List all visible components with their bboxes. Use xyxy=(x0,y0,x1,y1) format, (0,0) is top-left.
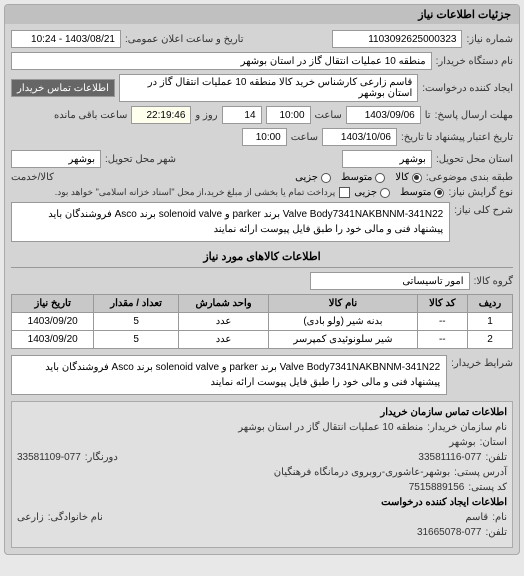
table-header: واحد شمارش xyxy=(178,295,268,313)
request-number-label: شماره نیاز: xyxy=(466,34,513,45)
table-cell: 5 xyxy=(94,331,179,349)
table-header: نام کالا xyxy=(269,295,417,313)
buyer-conditions-label: شرایط خریدار: xyxy=(451,355,513,369)
deadline-remaining: 22:19:46 xyxy=(131,106,191,124)
deadline-send-label: مهلت ارسال پاسخ: xyxy=(435,110,513,121)
requester-label: ایجاد کننده درخواست: xyxy=(422,83,513,94)
buyer-device-value: منطقه 10 عملیات انتقال گاز در استان بوشه… xyxy=(11,52,432,70)
table-cell: عدد xyxy=(178,331,268,349)
table-header: تاریخ نیاز xyxy=(12,295,94,313)
radio-medium[interactable]: متوسط xyxy=(341,172,385,183)
buyer-contact-button[interactable]: اطلاعات تماس خریدار xyxy=(11,79,115,97)
org-fax-value: 33581109-077 xyxy=(17,452,81,463)
creator-family-label: نام خانوادگی: xyxy=(48,512,103,523)
creator-name-value: قاسم xyxy=(465,512,488,523)
org-name-value: منطقه 10 عملیات انتقال گاز در استان بوشه… xyxy=(238,422,423,433)
class-sub-label: کالا/خدمت xyxy=(11,172,54,183)
creator-name-label: نام: xyxy=(492,512,507,523)
treasury-checkbox[interactable] xyxy=(339,187,350,198)
org-postal-label: کد پستی: xyxy=(468,482,507,493)
deadline-time-label: ساعت xyxy=(315,110,342,121)
creator-phone-label: تلفن: xyxy=(485,527,507,538)
creator-section-title: اطلاعات ایجاد کننده درخواست xyxy=(17,497,507,508)
org-phone-label: تلفن: xyxy=(485,452,507,463)
table-cell: 5 xyxy=(94,313,179,331)
goods-group-label: گروه کالا: xyxy=(474,276,513,287)
class-type-radios: کالا متوسط جزیی xyxy=(295,172,422,183)
org-province-label: استان: xyxy=(480,437,507,448)
table-cell: 1403/09/20 xyxy=(12,313,94,331)
radio-bt-medium[interactable]: متوسط xyxy=(400,187,444,198)
general-desc-label: شرح کلی نیاز: xyxy=(454,202,513,216)
announce-date-label: تاریخ و ساعت اعلان عمومی: xyxy=(125,34,244,45)
deadline-send-time: 10:00 xyxy=(266,106,311,124)
radio-minor[interactable]: جزیی xyxy=(295,172,331,183)
table-cell: شیر سلونوئیدی کمپرسر xyxy=(269,331,417,349)
deadline-send-date: 1403/09/06 xyxy=(346,106,421,124)
delivery-city-value: بوشهر xyxy=(11,150,101,168)
general-desc-text: Valve Body7341NAKBNNM-341N22 برند parker… xyxy=(11,202,450,242)
deadline-receive-time-label: ساعت xyxy=(291,132,318,143)
table-cell: -- xyxy=(417,313,467,331)
class-type-label: طبقه بندی موضوعی: xyxy=(426,172,513,183)
table-row: 1--بدنه شیر (ولو بادی)عدد51403/09/20 xyxy=(12,313,513,331)
buyer-type-radios: متوسط جزیی xyxy=(354,187,444,198)
goods-section-title: اطلاعات کالاهای مورد نیاز xyxy=(11,246,513,268)
announce-date-value: 1403/08/21 - 10:24 xyxy=(11,30,121,48)
creator-phone-value: 31665078-077 xyxy=(417,527,482,538)
treasury-note: پرداخت تمام یا بخشی از مبلغ خرید،از محل … xyxy=(55,187,335,198)
table-cell: بدنه شیر (ولو بادی) xyxy=(269,313,417,331)
org-province-value: بوشهر xyxy=(449,437,475,448)
requester-value: قاسم زارعی کارشناس خرید کالا منطقه 10 عم… xyxy=(119,74,418,102)
deadline-remaining-label: ساعت باقی مانده xyxy=(54,110,127,121)
org-section-title: اطلاعات تماس سازمان خریدار xyxy=(17,407,507,418)
org-phone-value: 33581116-077 xyxy=(418,452,481,463)
table-header: ردیف xyxy=(467,295,512,313)
table-cell: 1 xyxy=(467,313,512,331)
table-cell: عدد xyxy=(178,313,268,331)
request-number-value: 1103092625000323 xyxy=(332,30,462,48)
table-cell: 1403/09/20 xyxy=(12,331,94,349)
table-cell: -- xyxy=(417,331,467,349)
deadline-receive-label: تاریخ اعتبار پیشنهاد تا تاریخ: xyxy=(401,132,513,143)
org-name-label: نام سازمان خریدار: xyxy=(427,422,507,433)
table-header: کد کالا xyxy=(417,295,467,313)
goods-group-value: امور تاسیساتی xyxy=(310,272,470,290)
buyer-conditions-text: Valve Body7341NAKBNNM-341N22 برند parker… xyxy=(11,355,447,395)
org-address-value: بوشهر-عاشوری-روبروی درمانگاه فرهنگیان xyxy=(274,467,450,478)
buyer-device-label: نام دستگاه خریدار: xyxy=(436,56,513,67)
org-address-label: آدرس پستی: xyxy=(454,467,507,478)
delivery-province-label: استان محل تحویل: xyxy=(436,154,513,165)
org-postal-value: 7515889156 xyxy=(409,482,465,493)
creator-family-value: زارعی xyxy=(17,512,44,523)
buyer-type-label: نوع گرایش نیاز: xyxy=(448,187,513,198)
deadline-to-label: تا xyxy=(425,110,431,121)
delivery-province-value: بوشهر xyxy=(342,150,432,168)
table-header: تعداد / مقدار xyxy=(94,295,179,313)
radio-bt-minor[interactable]: جزیی xyxy=(354,187,390,198)
radio-kala[interactable]: کالا xyxy=(395,172,422,183)
table-cell: 2 xyxy=(467,331,512,349)
deadline-days-label: روز و xyxy=(195,110,217,121)
org-fax-label: دورنگار: xyxy=(85,452,118,463)
deadline-receive-time: 10:00 xyxy=(242,128,287,146)
delivery-city-label: شهر محل تحویل: xyxy=(105,154,176,165)
goods-table: ردیفکد کالانام کالاواحد شمارشتعداد / مقد… xyxy=(11,294,513,349)
table-row: 2--شیر سلونوئیدی کمپرسرعدد51403/09/20 xyxy=(12,331,513,349)
panel-title: جزئیات اطلاعات نیاز xyxy=(5,5,519,24)
deadline-days: 14 xyxy=(222,106,262,124)
deadline-receive-date: 1403/10/06 xyxy=(322,128,397,146)
